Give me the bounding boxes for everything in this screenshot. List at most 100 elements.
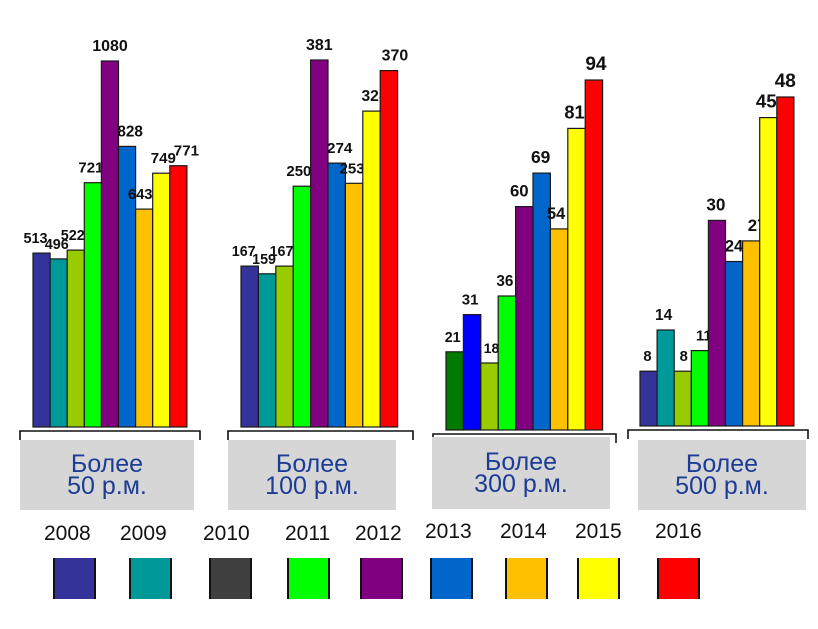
category-label-line1: Более [275,450,349,478]
data-label-2010-group-1: 522 [61,228,85,244]
data-label-2013-group-3: 69 [531,147,551,167]
data-label-2008-group-3: 21 [445,330,461,346]
data-label-2011-group-1: 721 [78,160,103,177]
bar-2014-group-4 [741,240,761,427]
data-label-2009-group-2: 159 [252,252,276,268]
category-label-line2: 50 р.м. [67,472,147,500]
category-label-line1: Более [484,448,558,476]
bar-2010-group-4 [673,370,692,427]
data-label-2016-group-1: 771 [174,143,199,160]
legend-swatch-2010 [209,558,252,599]
legend-swatch-2015 [577,558,620,599]
data-label-2011-group-3: 36 [496,273,513,290]
bar-2014-group-1 [135,208,154,428]
legend-swatch-2012 [360,558,403,599]
data-label-2016-group-2: 370 [382,48,409,65]
data-label-2009-group-4: 14 [655,307,673,324]
category-label-line1: Более [70,450,144,478]
legend-label-2016: 2016 [655,520,702,543]
data-label-2016-group-4: 48 [775,71,796,92]
bar-2009-group-2 [257,273,277,428]
bar-2016-group-3 [584,79,604,431]
data-label-2010-group-4: 8 [680,349,688,365]
data-label-2009-group-3: 31 [462,292,479,309]
legend-label-2015: 2015 [575,520,622,543]
data-label-2015-group-1: 749 [151,150,176,167]
category-bracket [627,429,809,439]
data-label-2011-group-2: 250 [286,163,311,180]
bar-2012-group-2 [310,59,329,428]
bar-2008-group-2 [240,265,259,428]
bar-2011-group-4 [690,350,709,427]
data-label-2010-group-2: 167 [270,244,294,260]
category-label-line2: 300 р.м. [474,470,568,498]
bar-2013-group-2 [327,162,346,428]
category-label-box: Более 50 р.м. [20,440,194,510]
data-label-2014-group-3: 54 [547,205,566,223]
bar-2015-group-2 [362,110,381,428]
bar-2016-group-1 [169,165,188,428]
data-label-2012-group-4: 30 [706,195,725,214]
legend-swatch-2009 [129,558,172,599]
category-bracket [19,430,201,440]
legend-label-2010: 2010 [203,522,250,545]
bar-2010-group-3 [480,362,499,431]
bar-2015-group-3 [567,127,586,431]
legend-swatch-2016 [657,558,700,599]
data-label-2008-group-2: 167 [232,244,256,260]
legend-swatch-2014 [505,558,548,599]
data-label-2011-group-4: 11 [696,328,712,345]
data-label-2013-group-4: 24 [725,238,744,256]
legend-label-2011: 2011 [285,522,331,545]
bar-2012-group-3 [514,206,534,431]
data-label-2015-group-4: 45 [756,91,777,112]
data-label-2013-group-2: 274 [327,140,353,157]
legend-label-2014: 2014 [500,520,547,543]
bar-2010-group-2 [275,265,294,428]
bar-2014-group-2 [344,182,364,428]
bar-2011-group-1 [83,182,103,428]
bar-2013-group-4 [724,260,744,427]
bar-2011-group-2 [292,185,312,428]
legend-label-2012: 2012 [355,522,402,545]
bar-2008-group-1 [32,252,51,428]
legend-label-2008: 2008 [44,522,91,545]
bar-2016-group-4 [776,96,795,427]
category-label-box: Более 500 р.м. [638,440,806,510]
bar-2009-group-1 [49,258,68,428]
bar-2010-group-1 [66,249,85,428]
category-label-line1: Более [685,450,759,478]
category-label-line2: 500 р.м. [675,472,769,500]
bar-2008-group-4 [639,370,658,427]
data-label-2009-group-1: 496 [45,237,69,253]
bar-2014-group-3 [549,228,569,431]
data-label-2012-group-2: 381 [306,37,333,54]
data-label-2014-group-1: 643 [128,187,153,203]
bar-2012-group-4 [707,219,727,427]
bar-2016-group-2 [379,69,399,428]
legend-label-2013: 2013 [425,520,472,543]
data-label-2013-group-1: 828 [117,123,143,140]
legend-label-2009: 2009 [120,522,167,545]
data-label-2008-group-1: 513 [23,231,47,247]
data-label-2016-group-3: 94 [585,54,607,75]
category-label-box: Более 300 р.м. [432,437,610,509]
bar-2015-group-1 [152,172,171,428]
bar-2012-group-1 [100,60,120,428]
bar-2009-group-3 [462,314,482,431]
legend-swatch-2013 [430,558,473,599]
data-label-2014-group-2: 253 [340,160,365,177]
legend-swatch-2011 [287,558,330,599]
bar-2009-group-4 [656,329,675,427]
legend-swatch-2008 [53,558,96,599]
bar-2015-group-4 [759,116,778,427]
category-label-box: Более 100 р.м. [228,440,396,510]
category-label-line2: 100 р.м. [265,472,359,500]
data-label-2010-group-3: 18 [484,340,500,356]
category-bracket [227,430,414,440]
data-label-2015-group-3: 81 [564,102,584,122]
data-label-2008-group-4: 8 [643,349,651,365]
data-label-2012-group-3: 60 [510,182,529,201]
bar-2008-group-3 [445,351,464,431]
